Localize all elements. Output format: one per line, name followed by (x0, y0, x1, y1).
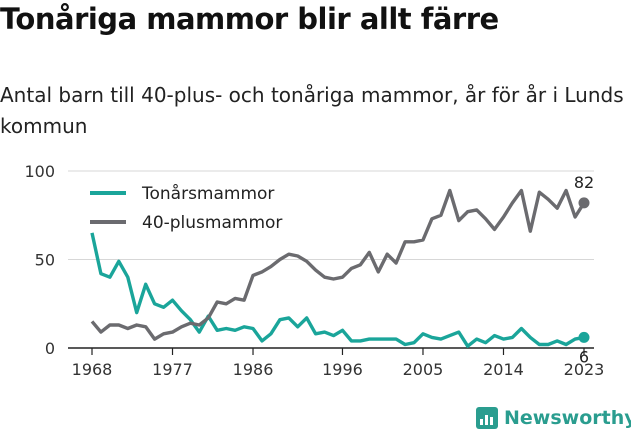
x-tick-label-2014: 2014 (483, 360, 524, 379)
chart-bars-icon (476, 407, 498, 429)
newsworthy-logo: Newsworthy (476, 407, 631, 429)
x-tick-label-1968: 1968 (72, 360, 113, 379)
y-tick-label-100: 100 (24, 162, 55, 181)
series-line-Tonårsmammor (90, 232, 585, 348)
end-label-tonarsmammor: 6 (579, 347, 589, 366)
end-label-40-plusmammor: 82 (574, 173, 594, 192)
series-line-40-plusmammor (90, 188, 586, 341)
y-tick-label-50: 50 (35, 251, 55, 270)
series-endpoint-Tonårsmammor (578, 331, 590, 343)
chart-subtitle: Antal barn till 40-plus- och tonåriga ma… (0, 83, 624, 138)
legend-label-40-plusmammor: 40-plusmammor (142, 213, 282, 233)
x-tick-label-2005: 2005 (403, 360, 444, 379)
x-tick-label-2023: 2023 (564, 360, 605, 379)
series-endpoint-40-plusmammor (578, 197, 590, 209)
legend-label-Tonårsmammor: Tonårsmammor (141, 183, 274, 204)
x-tick-label-1996: 1996 (322, 360, 363, 379)
line-chart: 0 50 100 1968 1977 1986 1996 2005 2014 2023 Tonår… (24, 162, 605, 379)
chart-title: Tonåriga mammor blir allt färre (0, 2, 499, 36)
brand-name: Newsworthy (504, 407, 631, 429)
x-tick-label-1977: 1977 (152, 360, 193, 379)
x-tick-label-1986: 1986 (233, 360, 274, 379)
y-tick-label-0: 0 (45, 339, 55, 358)
